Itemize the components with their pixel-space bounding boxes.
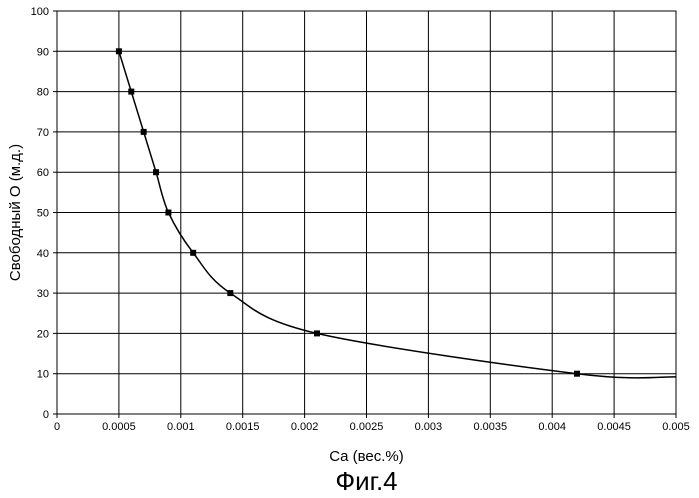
y-tick-label: 70 bbox=[37, 127, 49, 139]
x-axis-title: Ca (вес.%) bbox=[329, 448, 403, 465]
y-tick-label: 0 bbox=[43, 409, 49, 421]
data-point bbox=[227, 290, 233, 296]
y-tick-label: 10 bbox=[37, 369, 49, 381]
x-tick-label: 0.002 bbox=[291, 421, 319, 433]
y-tick-label: 100 bbox=[31, 6, 49, 18]
x-tick-label: 0.0035 bbox=[473, 421, 507, 433]
series-layer bbox=[116, 48, 676, 378]
y-tick-label: 60 bbox=[37, 167, 49, 179]
y-tick-label: 30 bbox=[37, 288, 49, 300]
data-point bbox=[165, 210, 171, 216]
y-tick-label: 50 bbox=[37, 208, 49, 220]
data-point bbox=[128, 89, 134, 95]
x-tick-label: 0.0005 bbox=[102, 421, 136, 433]
figure-caption: Фиг.4 bbox=[335, 466, 397, 496]
y-tick-label: 40 bbox=[37, 248, 49, 260]
y-tick-label: 20 bbox=[37, 328, 49, 340]
x-tick-label: 0.003 bbox=[415, 421, 443, 433]
x-tick-label: 0.001 bbox=[167, 421, 195, 433]
axis-ticks: 0 0.0005 0.001 0.0015 0.002 0.0025 0.003 0.0035… bbox=[31, 6, 690, 433]
data-point bbox=[153, 169, 159, 175]
data-point bbox=[314, 330, 320, 336]
y-tick-label: 80 bbox=[37, 87, 49, 99]
x-tick-label: 0.004 bbox=[538, 421, 566, 433]
x-tick-label: 0 bbox=[54, 421, 60, 433]
x-tick-label: 0.0025 bbox=[350, 421, 384, 433]
data-point bbox=[141, 129, 147, 135]
data-point bbox=[574, 371, 580, 377]
data-point bbox=[116, 48, 122, 54]
series-line bbox=[119, 51, 676, 378]
y-axis-title: Свободный O (м.д.) bbox=[7, 144, 24, 281]
grid-lines bbox=[57, 11, 676, 414]
x-tick-label: 0.005 bbox=[662, 421, 690, 433]
y-tick-label: 90 bbox=[37, 46, 49, 58]
x-tick-label: 0.0045 bbox=[597, 421, 631, 433]
x-tick-label: 0.0015 bbox=[226, 421, 260, 433]
data-point bbox=[190, 250, 196, 256]
